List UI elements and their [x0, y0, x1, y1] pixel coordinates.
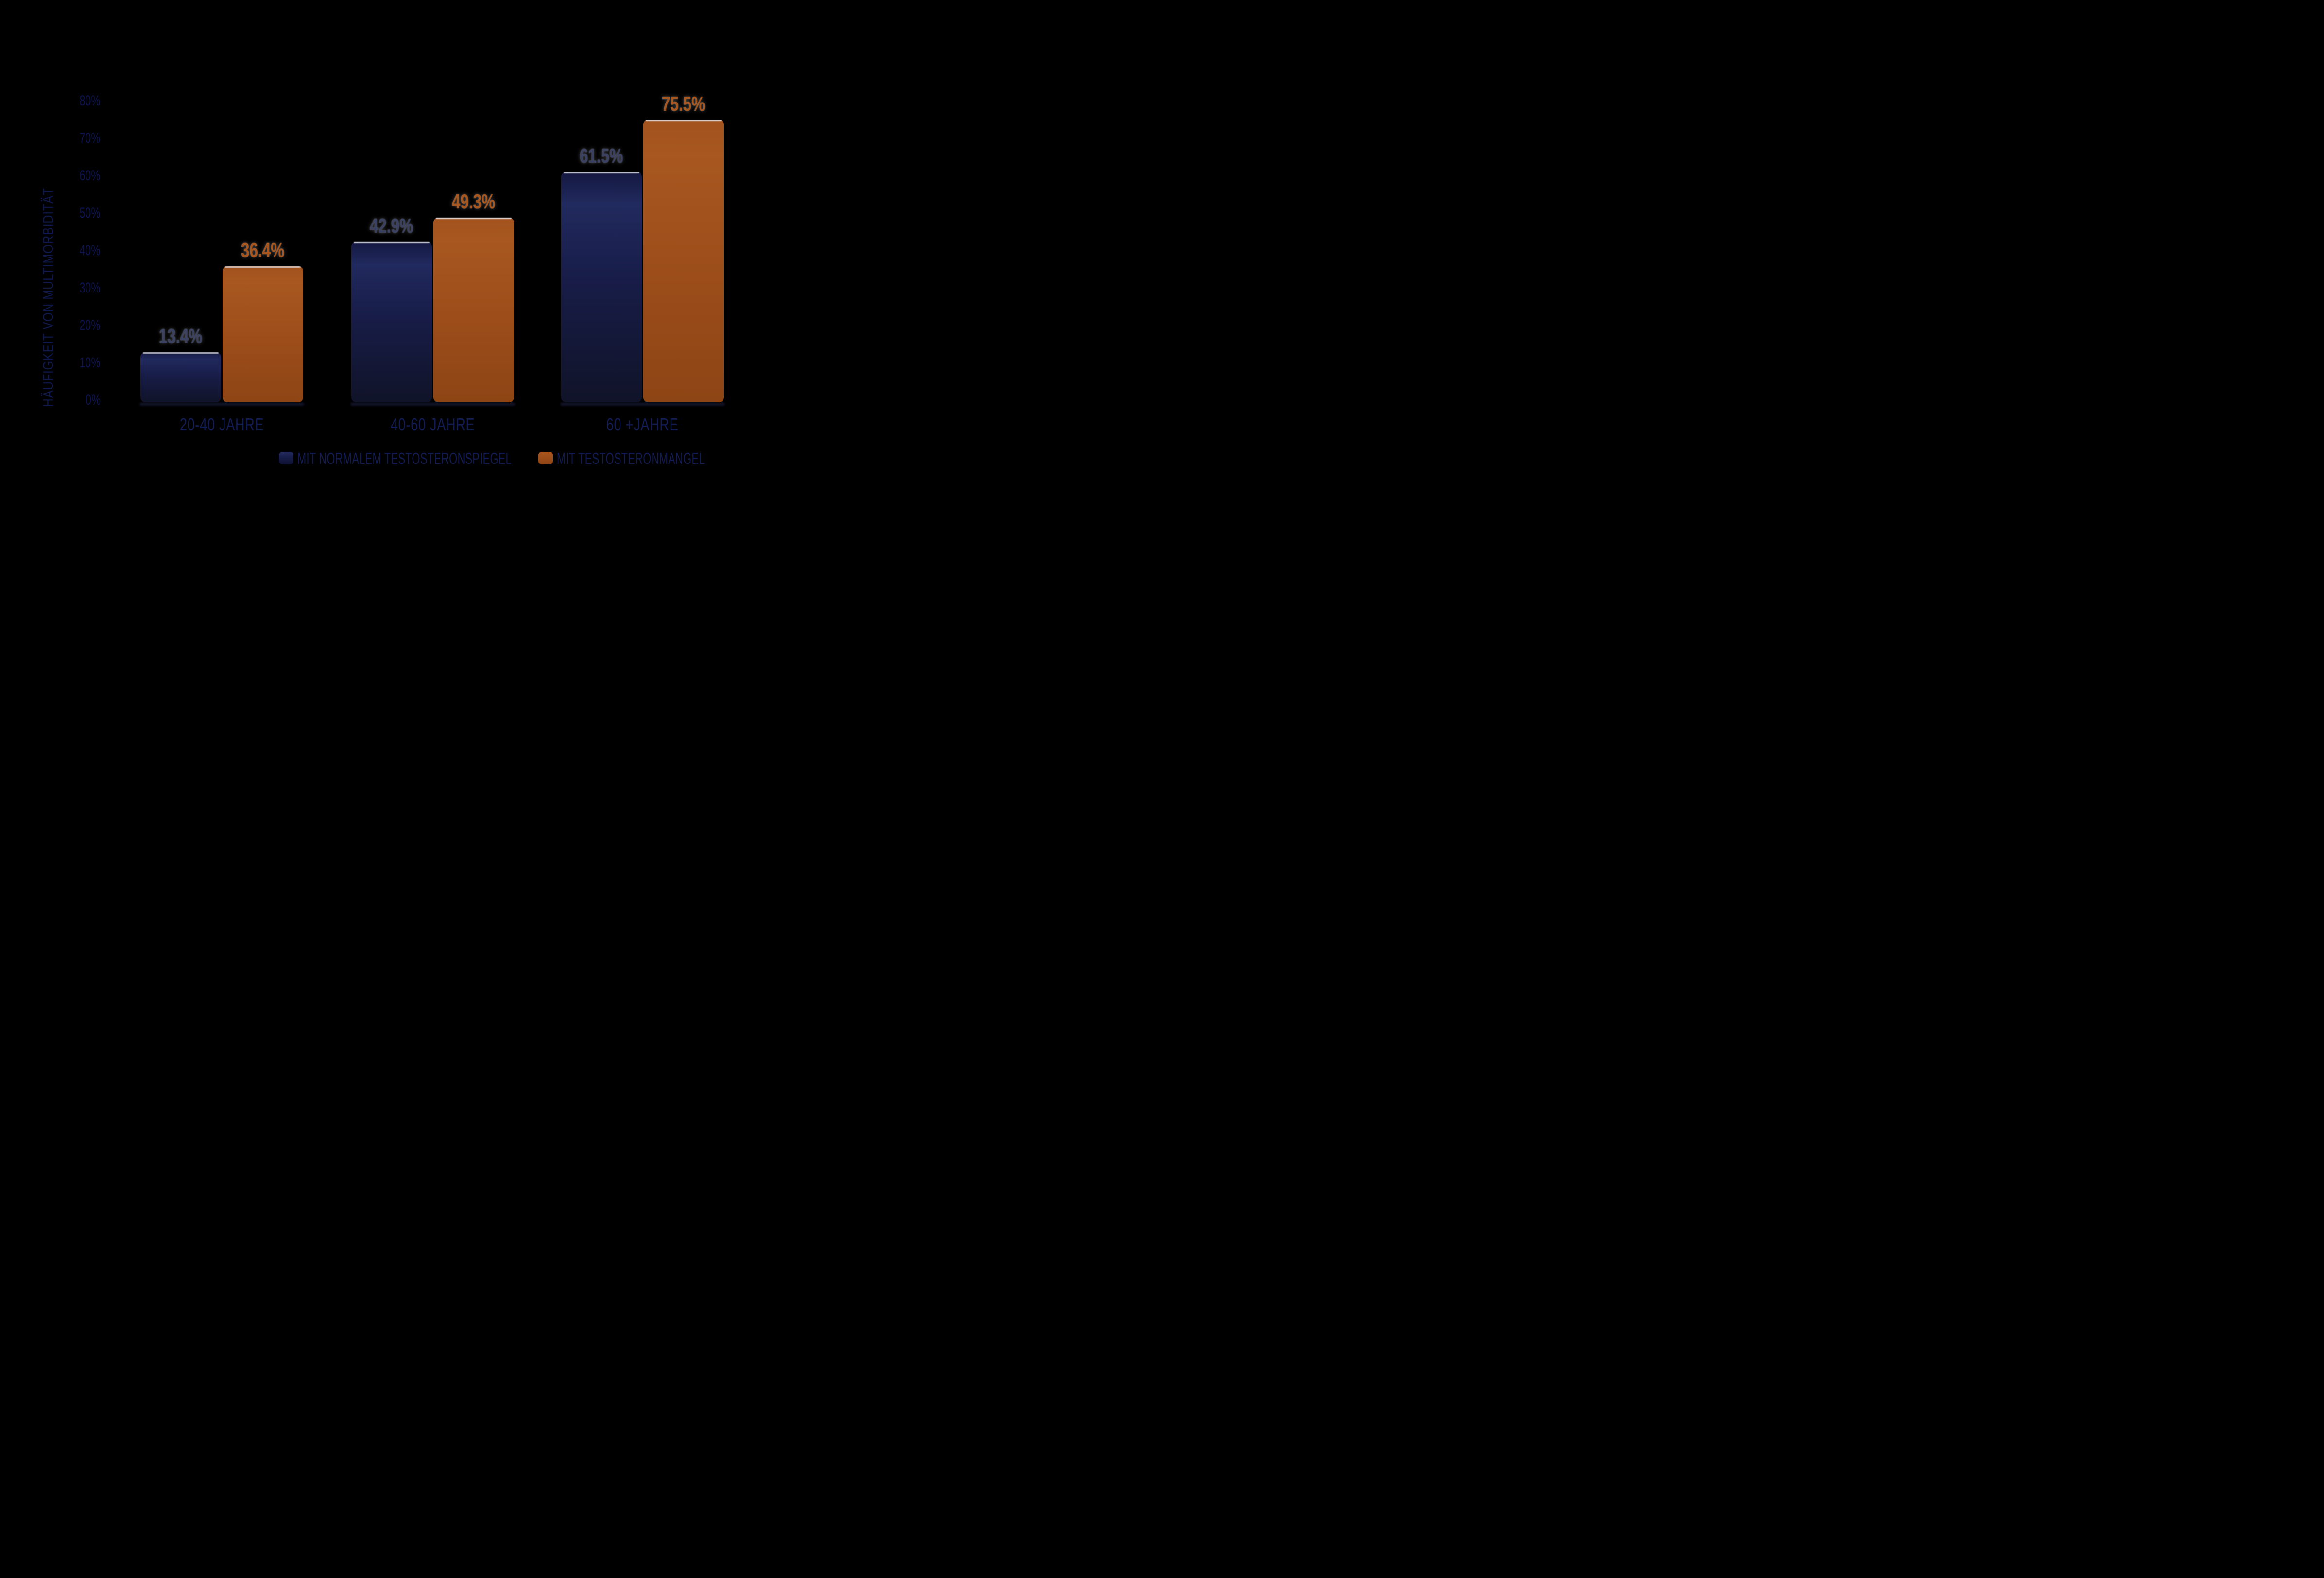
y-axis-tick-label: 0%	[85, 392, 101, 408]
bar-value-text: 75.5%	[662, 92, 706, 115]
y-axis-tick-0: 0%	[42, 391, 101, 410]
bar-mit-normalem-testosteronspiegel-40-60-jahre	[351, 241, 432, 402]
bar-value-label-mit-testosteronmangel-60-jahre: 75.5%	[643, 92, 724, 115]
bar-value-label-mit-normalem-testosteronspiegel-20-40-jahre: 13.4%	[140, 325, 221, 347]
y-axis-tick-label: 40%	[79, 242, 101, 258]
x-axis-label-40-60-jahre: 40-60 JAHRE	[355, 416, 511, 433]
bar-value-text: 49.3%	[452, 190, 496, 213]
x-axis-label-text: 40-60 JAHRE	[390, 414, 475, 434]
y-axis-tick-label: 70%	[79, 130, 101, 146]
y-axis-tick-30: 30%	[42, 278, 101, 298]
legend-label-testosterone-deficiency: MIT TESTOSTERONMANGEL	[557, 449, 705, 467]
y-axis-tick-label: 30%	[79, 280, 101, 296]
x-axis-label-text: 60 +JAHRE	[606, 414, 679, 434]
y-axis-tick-40: 40%	[42, 241, 101, 260]
y-axis-tick-label: 50%	[79, 205, 101, 221]
x-axis-label-20-40-jahre: 20-40 JAHRE	[144, 416, 300, 433]
bar-group-shadow-40-60-jahre	[350, 403, 515, 406]
y-axis-tick-60: 60%	[42, 166, 101, 186]
y-axis-tick-20: 20%	[42, 316, 101, 335]
bar-mit-testosteronmangel-60-jahre	[643, 120, 724, 402]
bar-mit-normalem-testosteronspiegel-20-40-jahre	[140, 352, 221, 402]
y-axis-tick-label: 10%	[79, 355, 101, 371]
bar-value-text: 42.9%	[370, 214, 413, 237]
bar-value-label-mit-normalem-testosteronspiegel-60-jahre: 61.5%	[561, 145, 642, 167]
chart-canvas: HÄUFIGKEIT VON MULTIMORBIDITÄT 0% 10% 20% 3…	[0, 0, 751, 510]
bar-mit-testosteronmangel-40-60-jahre	[433, 218, 514, 402]
bar-mit-normalem-testosteronspiegel-60-jahre	[561, 172, 642, 402]
x-axis-label-text: 20-40 JAHRE	[179, 414, 264, 434]
bar-value-text: 13.4%	[159, 324, 203, 347]
legend-label-normal-testosterone: MIT NORMALEM TESTOSTERONSPIEGEL	[297, 449, 512, 467]
y-axis-tick-80: 80%	[42, 91, 101, 111]
y-axis-tick-50: 50%	[42, 204, 101, 223]
bar-value-label-mit-testosteronmangel-40-60-jahre: 49.3%	[433, 190, 514, 213]
y-axis-tick-label: 20%	[79, 317, 101, 333]
y-axis-tick-10: 10%	[42, 353, 101, 373]
legend-swatch-normal-testosterone	[279, 452, 293, 464]
bar-group-shadow-60-jahre	[560, 403, 725, 406]
x-axis-label-60-jahre: 60 +JAHRE	[565, 416, 721, 433]
bar-mit-testosteronmangel-20-40-jahre	[223, 266, 303, 402]
bar-group-shadow-20-40-jahre	[139, 403, 304, 406]
y-axis-tick-label: 80%	[79, 93, 101, 109]
y-axis-tick-label: 60%	[79, 168, 101, 184]
bar-value-label-mit-normalem-testosteronspiegel-40-60-jahre: 42.9%	[351, 214, 432, 237]
legend-swatch-testosterone-deficiency	[538, 452, 553, 464]
bar-value-label-mit-testosteronmangel-20-40-jahre: 36.4%	[223, 239, 303, 261]
y-axis-tick-70: 70%	[42, 129, 101, 148]
bar-value-text: 61.5%	[580, 144, 623, 168]
bar-value-text: 36.4%	[241, 238, 285, 261]
